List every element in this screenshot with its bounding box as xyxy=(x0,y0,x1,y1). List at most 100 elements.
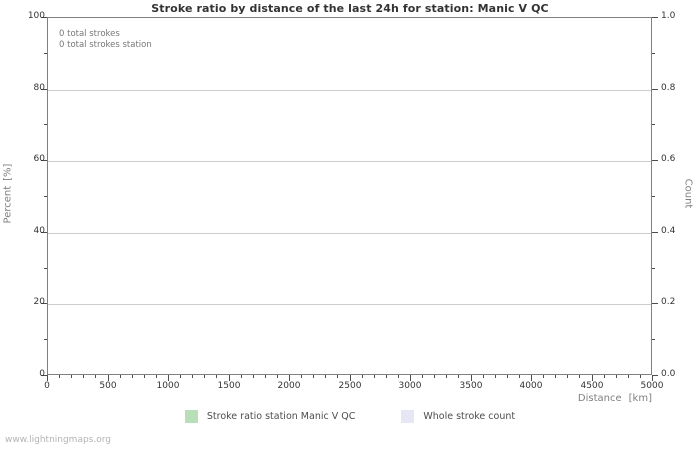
x-tick-major xyxy=(168,375,169,381)
x-tick-minor xyxy=(579,375,580,378)
legend-item[interactable]: Stroke ratio station Manic V QC xyxy=(184,410,356,423)
y-tick-minor xyxy=(44,124,47,125)
x-tick-minor xyxy=(567,375,568,378)
annotation-total-strokes: 0 total strokes xyxy=(59,29,120,39)
gridline-horizontal xyxy=(48,161,651,162)
x-tick-minor xyxy=(120,375,121,378)
x-tick-minor xyxy=(301,375,302,378)
y-tick-label: 40 xyxy=(33,226,45,236)
x-tick-major xyxy=(410,375,411,381)
x-tick-minor xyxy=(495,375,496,378)
x-tick-label: 4500 xyxy=(580,381,604,391)
legend-label: Whole stroke count xyxy=(423,411,516,422)
x-tick-minor xyxy=(241,375,242,378)
y2-tick-minor xyxy=(652,268,655,269)
x-tick-minor xyxy=(313,375,314,378)
x-tick-major xyxy=(350,375,351,381)
x-axis-title-text: Distance xyxy=(577,393,622,404)
plot-area: 0 total strokes 0 total strokes station xyxy=(47,17,652,375)
chart-title: Stroke ratio by distance of the last 24h… xyxy=(151,2,549,15)
y2-tick-major xyxy=(652,232,658,233)
x-tick-minor xyxy=(543,375,544,378)
x-tick-minor xyxy=(325,375,326,378)
x-tick-minor xyxy=(374,375,375,378)
y2-tick-major xyxy=(652,89,658,90)
y2-tick-label: 0.0 xyxy=(661,369,676,379)
y-tick-major xyxy=(41,160,47,161)
x-tick-minor xyxy=(265,375,266,378)
x-tick-minor xyxy=(71,375,72,378)
x-tick-label: 2500 xyxy=(338,381,362,391)
x-tick-minor xyxy=(616,375,617,378)
y-tick-label: 60 xyxy=(33,154,45,164)
gridline-horizontal xyxy=(48,304,651,305)
y-tick-minor xyxy=(44,268,47,269)
gridline-horizontal xyxy=(48,233,651,234)
x-tick-minor xyxy=(204,375,205,378)
x-tick-major xyxy=(229,375,230,381)
x-tick-major xyxy=(592,375,593,381)
legend-swatch xyxy=(184,410,198,423)
x-tick-minor xyxy=(216,375,217,378)
x-tick-major xyxy=(652,375,653,381)
x-tick-minor xyxy=(144,375,145,378)
x-tick-minor xyxy=(640,375,641,378)
x-tick-minor xyxy=(483,375,484,378)
y-axis-title-left: Percent [%] xyxy=(3,154,14,234)
x-tick-minor xyxy=(83,375,84,378)
legend-swatch xyxy=(401,410,415,423)
x-axis-title: Distance [km] xyxy=(0,393,652,404)
x-tick-minor xyxy=(434,375,435,378)
y2-tick-minor xyxy=(652,196,655,197)
x-tick-label: 0 xyxy=(44,381,50,391)
y2-tick-label: 0.2 xyxy=(661,297,676,307)
y2-tick-minor xyxy=(652,124,655,125)
y-tick-major xyxy=(41,17,47,18)
x-tick-minor xyxy=(59,375,60,378)
x-tick-minor xyxy=(519,375,520,378)
y-tick-minor xyxy=(44,339,47,340)
y-tick-label: 20 xyxy=(33,297,45,307)
y-tick-minor xyxy=(44,196,47,197)
x-tick-minor xyxy=(362,375,363,378)
y2-tick-minor xyxy=(652,339,655,340)
x-tick-label: 2000 xyxy=(277,381,301,391)
x-tick-label: 3500 xyxy=(459,381,483,391)
y-tick-label: 100 xyxy=(27,11,45,21)
x-tick-minor xyxy=(398,375,399,378)
x-tick-label: 1500 xyxy=(217,381,241,391)
x-tick-major xyxy=(471,375,472,381)
y2-tick-major xyxy=(652,303,658,304)
x-tick-label: 4000 xyxy=(519,381,543,391)
x-tick-major xyxy=(289,375,290,381)
y2-tick-minor xyxy=(652,53,655,54)
x-tick-minor xyxy=(446,375,447,378)
legend-item[interactable]: Whole stroke count xyxy=(401,410,515,423)
y2-tick-major xyxy=(652,160,658,161)
x-tick-minor xyxy=(253,375,254,378)
y-axis-title-right: Count xyxy=(683,154,694,234)
x-tick-minor xyxy=(555,375,556,378)
x-tick-minor xyxy=(277,375,278,378)
x-tick-minor xyxy=(422,375,423,378)
x-tick-minor xyxy=(604,375,605,378)
x-axis-title-unit: [km] xyxy=(628,393,652,404)
legend-label: Stroke ratio station Manic V QC xyxy=(206,411,356,422)
x-tick-minor xyxy=(458,375,459,378)
x-tick-label: 5000 xyxy=(640,381,664,391)
x-tick-major xyxy=(47,375,48,381)
y-tick-major xyxy=(41,232,47,233)
x-tick-minor xyxy=(507,375,508,378)
footer-watermark: www.lightningmaps.org xyxy=(5,435,111,445)
y-tick-major xyxy=(41,375,47,376)
x-tick-major xyxy=(531,375,532,381)
y-axis-title-left-text: Percent xyxy=(2,185,14,224)
x-tick-minor xyxy=(628,375,629,378)
x-tick-minor xyxy=(180,375,181,378)
chart-legend: Stroke ratio station Manic V QC Whole str… xyxy=(0,410,700,423)
y2-tick-major xyxy=(652,17,658,18)
x-tick-minor xyxy=(192,375,193,378)
y-tick-major xyxy=(41,89,47,90)
x-tick-minor xyxy=(156,375,157,378)
